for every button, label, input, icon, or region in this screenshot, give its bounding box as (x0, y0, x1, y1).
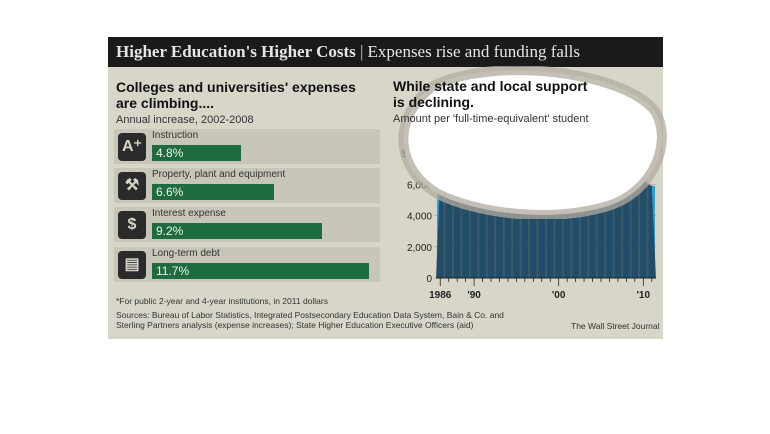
expense-value: 6.6% (156, 185, 184, 199)
expense-row-instruction: A⁺ Instruction 4.8% (114, 129, 380, 164)
y-tick-label: 2,000 (407, 243, 432, 254)
right-heading: While state and local support is declini… (393, 78, 587, 110)
expense-bar: 9.2% (152, 223, 323, 239)
x-axis: 1986 '90 '00 '10 (429, 277, 656, 301)
document-a-plus-icon: A⁺ (118, 133, 146, 161)
sources-note: Sources: Bureau of Labor Statistics, Int… (116, 310, 504, 330)
money-bag-icon: $ (118, 211, 146, 239)
expense-label: Instruction (152, 130, 199, 141)
expense-row-property: ⚒ Property, plant and equipment 6.6% (114, 168, 380, 203)
expense-label: Long-term debt (152, 248, 220, 259)
header-subtitle: Expenses rise and funding falls (367, 42, 580, 61)
expense-bar: 4.8% (152, 145, 241, 161)
expense-row-interest: $ Interest expense 9.2% (114, 207, 380, 242)
x-tick-label: 1986 (429, 290, 452, 301)
credit: The Wall Street Journal (571, 321, 660, 331)
y-tick-label: 4,000 (407, 212, 432, 223)
right-subheading: Amount per 'full-time-equivalent' studen… (393, 113, 589, 125)
left-heading-line1: Colleges and universities' expenses (116, 79, 356, 95)
header-separator: | (359, 42, 364, 61)
expense-value: 11.7% (156, 264, 190, 278)
x-tick-label: '10 (637, 290, 651, 301)
header-title: Higher Education's Higher Costs (116, 42, 356, 61)
expense-value: 9.2% (156, 224, 184, 238)
y-tick-label: 0 (426, 274, 432, 285)
expense-row-debt: ▤ Long-term debt 11.7% (114, 247, 380, 282)
x-tick-label: '00 (552, 290, 566, 301)
expense-bar: 11.7% (152, 263, 369, 279)
expense-label: Interest expense (152, 208, 226, 219)
graphic-header: Higher Education's Higher Costs | Expenses… (108, 37, 663, 67)
right-heading-line2: is declining. (393, 94, 474, 110)
expense-bar: 6.6% (152, 184, 275, 200)
left-heading: Colleges and universities' expenses are … (116, 79, 356, 111)
notebook-icon: ▤ (118, 251, 146, 279)
highlight-ellipse (398, 66, 667, 219)
left-subheading: Annual increase, 2002-2008 (116, 114, 254, 126)
hammer-icon: ⚒ (118, 172, 146, 200)
right-heading-line1: While state and local support (393, 78, 588, 94)
x-tick-label: '90 (467, 290, 481, 301)
left-heading-line2: are climbing.... (116, 95, 215, 111)
expense-label: Property, plant and equipment (152, 169, 286, 180)
footnote: *For public 2-year and 4-year institutio… (116, 296, 328, 306)
expense-value: 4.8% (156, 146, 184, 160)
